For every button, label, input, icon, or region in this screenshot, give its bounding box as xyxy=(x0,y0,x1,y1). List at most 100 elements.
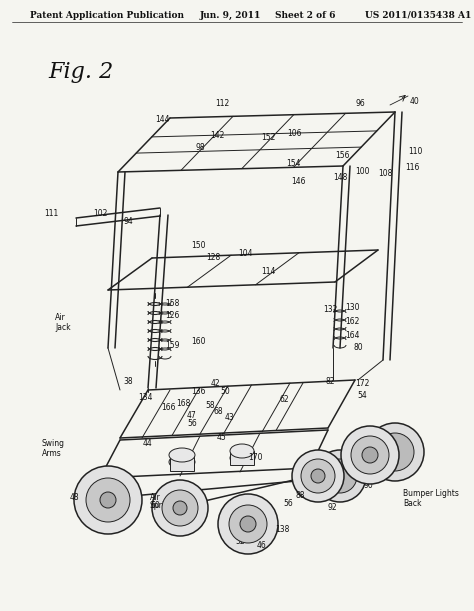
Text: Jun. 9, 2011: Jun. 9, 2011 xyxy=(200,10,261,20)
Text: 38: 38 xyxy=(123,378,133,387)
Ellipse shape xyxy=(301,459,335,493)
Ellipse shape xyxy=(162,490,198,526)
Text: 62: 62 xyxy=(279,395,289,404)
Ellipse shape xyxy=(152,480,208,536)
Text: 112: 112 xyxy=(215,98,229,108)
Text: Swing: Swing xyxy=(42,439,65,448)
Text: 88: 88 xyxy=(295,491,305,500)
Text: 146: 146 xyxy=(291,178,305,186)
Text: 102: 102 xyxy=(93,210,107,219)
Text: 156: 156 xyxy=(335,152,349,161)
Text: 96: 96 xyxy=(355,100,365,109)
Text: 42: 42 xyxy=(210,379,220,389)
Text: 45: 45 xyxy=(217,433,227,442)
Text: 56: 56 xyxy=(283,499,293,508)
Text: Bumper Lights: Bumper Lights xyxy=(403,489,459,499)
Text: 43: 43 xyxy=(225,414,235,422)
Text: 58: 58 xyxy=(205,400,215,409)
Text: 106: 106 xyxy=(287,128,301,137)
Ellipse shape xyxy=(218,494,278,554)
Ellipse shape xyxy=(86,478,130,522)
Text: 162: 162 xyxy=(345,318,359,326)
Text: 92: 92 xyxy=(327,503,337,513)
Text: 111: 111 xyxy=(44,210,58,219)
Ellipse shape xyxy=(311,469,325,483)
Text: 154: 154 xyxy=(286,158,300,167)
Text: 60: 60 xyxy=(150,500,160,510)
Ellipse shape xyxy=(230,444,254,458)
Text: 158: 158 xyxy=(165,299,179,307)
Text: Sheet 2 of 6: Sheet 2 of 6 xyxy=(275,10,336,20)
Text: 94: 94 xyxy=(123,218,133,227)
Text: 50: 50 xyxy=(220,387,230,397)
Ellipse shape xyxy=(362,447,378,463)
Text: 114: 114 xyxy=(261,268,275,277)
Ellipse shape xyxy=(169,455,195,469)
Text: 98: 98 xyxy=(195,144,205,153)
Ellipse shape xyxy=(169,448,195,462)
Text: 142: 142 xyxy=(210,131,224,141)
Ellipse shape xyxy=(376,433,414,471)
Ellipse shape xyxy=(314,450,366,502)
Ellipse shape xyxy=(173,501,187,515)
Text: 52: 52 xyxy=(235,538,245,546)
Text: 159: 159 xyxy=(165,340,179,349)
Ellipse shape xyxy=(74,466,142,534)
Text: 68: 68 xyxy=(213,408,223,417)
Bar xyxy=(170,455,194,471)
Text: 110: 110 xyxy=(408,147,422,156)
Text: 136: 136 xyxy=(191,387,205,397)
Text: Air: Air xyxy=(150,492,161,502)
Ellipse shape xyxy=(100,492,116,508)
Text: 49: 49 xyxy=(353,458,363,467)
Text: 166: 166 xyxy=(161,403,175,412)
Text: Jack: Jack xyxy=(55,323,71,332)
Text: Springs: Springs xyxy=(150,502,179,511)
Text: US 2011/0135438 A1: US 2011/0135438 A1 xyxy=(365,10,471,20)
Text: 130: 130 xyxy=(345,304,359,312)
Text: 80: 80 xyxy=(353,343,363,353)
Text: 140: 140 xyxy=(361,469,375,478)
Ellipse shape xyxy=(341,426,399,484)
Text: 160: 160 xyxy=(191,337,205,346)
Ellipse shape xyxy=(366,423,424,481)
Text: 144: 144 xyxy=(155,115,169,125)
Text: 134: 134 xyxy=(138,393,152,403)
Bar xyxy=(230,451,254,465)
Text: 108: 108 xyxy=(378,169,392,178)
Text: 90: 90 xyxy=(363,481,373,491)
Text: 132: 132 xyxy=(323,306,337,315)
Text: Patent Application Publication: Patent Application Publication xyxy=(30,10,184,20)
Text: 56: 56 xyxy=(187,420,197,428)
Text: 47: 47 xyxy=(187,411,197,420)
Text: 48: 48 xyxy=(69,492,79,502)
Text: 46: 46 xyxy=(257,541,267,551)
Text: 164: 164 xyxy=(345,331,359,340)
Text: 168: 168 xyxy=(176,398,190,408)
Ellipse shape xyxy=(229,505,267,543)
Text: 82: 82 xyxy=(325,378,335,387)
Text: 172: 172 xyxy=(355,379,369,389)
Text: 170: 170 xyxy=(248,453,262,463)
Text: 152: 152 xyxy=(261,133,275,142)
Ellipse shape xyxy=(230,451,254,465)
Text: Back: Back xyxy=(403,499,421,508)
Text: 126: 126 xyxy=(165,312,179,321)
Text: 148: 148 xyxy=(333,174,347,183)
Text: 100: 100 xyxy=(355,167,369,177)
Text: Arms: Arms xyxy=(42,448,62,458)
Text: 54: 54 xyxy=(357,392,367,400)
Text: Air: Air xyxy=(55,313,66,323)
Text: Fig. 2: Fig. 2 xyxy=(48,61,113,83)
Text: 150: 150 xyxy=(191,241,205,249)
Text: 104: 104 xyxy=(238,249,252,258)
Text: 138: 138 xyxy=(275,525,289,535)
Text: 44: 44 xyxy=(143,439,153,448)
Text: 116: 116 xyxy=(405,164,419,172)
Ellipse shape xyxy=(292,450,344,502)
Text: 40: 40 xyxy=(410,98,420,106)
Ellipse shape xyxy=(240,516,256,532)
Ellipse shape xyxy=(323,459,357,493)
Ellipse shape xyxy=(351,436,389,474)
Text: 128: 128 xyxy=(206,254,220,263)
